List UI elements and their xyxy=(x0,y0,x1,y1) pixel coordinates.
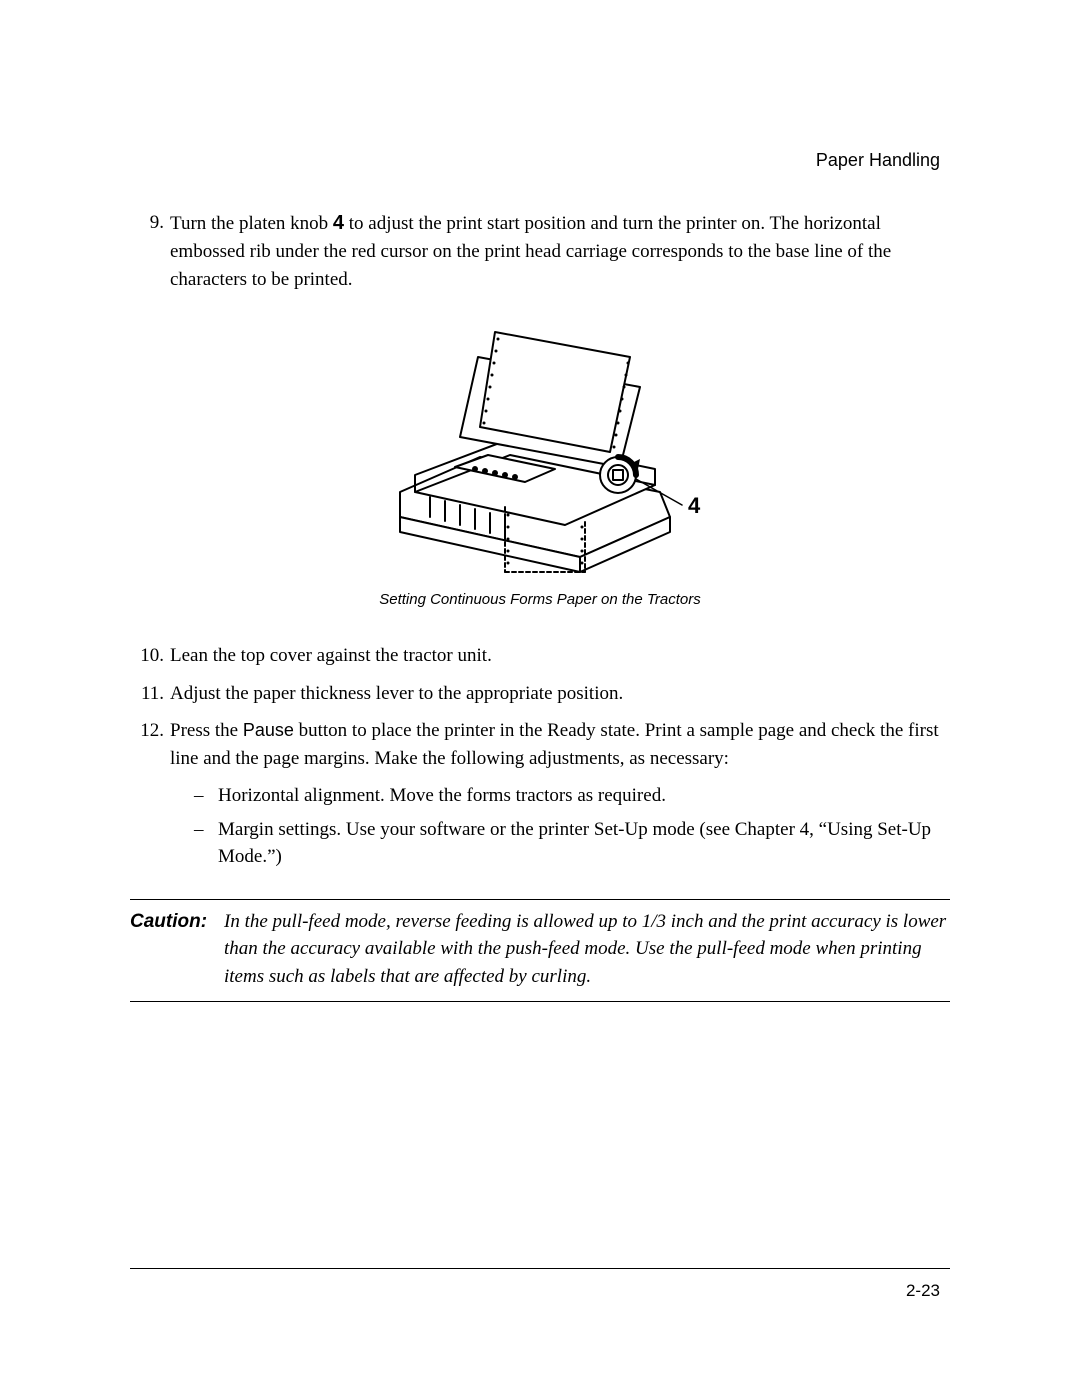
page-number: 2-23 xyxy=(906,1281,940,1301)
sub-item: – Horizontal alignment. Move the forms t… xyxy=(170,782,950,810)
list-number: 9. xyxy=(130,209,170,293)
sub-item: – Margin settings. Use your software or … xyxy=(170,816,950,871)
printer-illustration: 4 xyxy=(360,317,720,577)
text: Horizontal alignment. Move the forms tra… xyxy=(218,782,950,810)
figure-callout: 4 xyxy=(688,493,701,518)
list-body: Adjust the paper thickness lever to the … xyxy=(170,680,950,708)
text: Margin settings. Use your software or th… xyxy=(218,816,950,871)
list-number: 10. xyxy=(130,642,170,670)
page: Paper Handling 9. Turn the platen knob 4… xyxy=(0,0,1080,1397)
section-header: Paper Handling xyxy=(130,150,950,171)
figure: 4 xyxy=(130,317,950,577)
caution-text: In the pull-feed mode, reverse feeding i… xyxy=(224,908,950,991)
list-item-10: 10. Lean the top cover against the tract… xyxy=(130,642,950,670)
caution-block: Caution: In the pull-feed mode, reverse … xyxy=(130,899,950,1002)
list-number: 11. xyxy=(130,680,170,708)
sub-list: – Horizontal alignment. Move the forms t… xyxy=(170,782,950,871)
dash: – xyxy=(194,816,218,871)
list-body: Turn the platen knob 4 to adjust the pri… xyxy=(170,209,950,293)
text: Turn the platen knob xyxy=(170,213,333,234)
list-item-11: 11. Adjust the paper thickness lever to … xyxy=(130,680,950,708)
figure-caption: Setting Continuous Forms Paper on the Tr… xyxy=(130,591,950,608)
dash: – xyxy=(194,782,218,810)
list-body: Lean the top cover against the tractor u… xyxy=(170,642,950,670)
list-item-9: 9. Turn the platen knob 4 to adjust the … xyxy=(130,209,950,293)
footer-rule xyxy=(130,1268,950,1269)
text: Press the xyxy=(170,720,243,741)
list-number: 12. xyxy=(130,717,170,877)
caution-label: Caution: xyxy=(130,908,224,991)
list-item-12: 12. Press the Pause button to place the … xyxy=(130,717,950,877)
list-body: Press the Pause button to place the prin… xyxy=(170,717,950,877)
callout-number: 4 xyxy=(333,212,344,234)
button-label-pause: Pause xyxy=(243,720,294,740)
